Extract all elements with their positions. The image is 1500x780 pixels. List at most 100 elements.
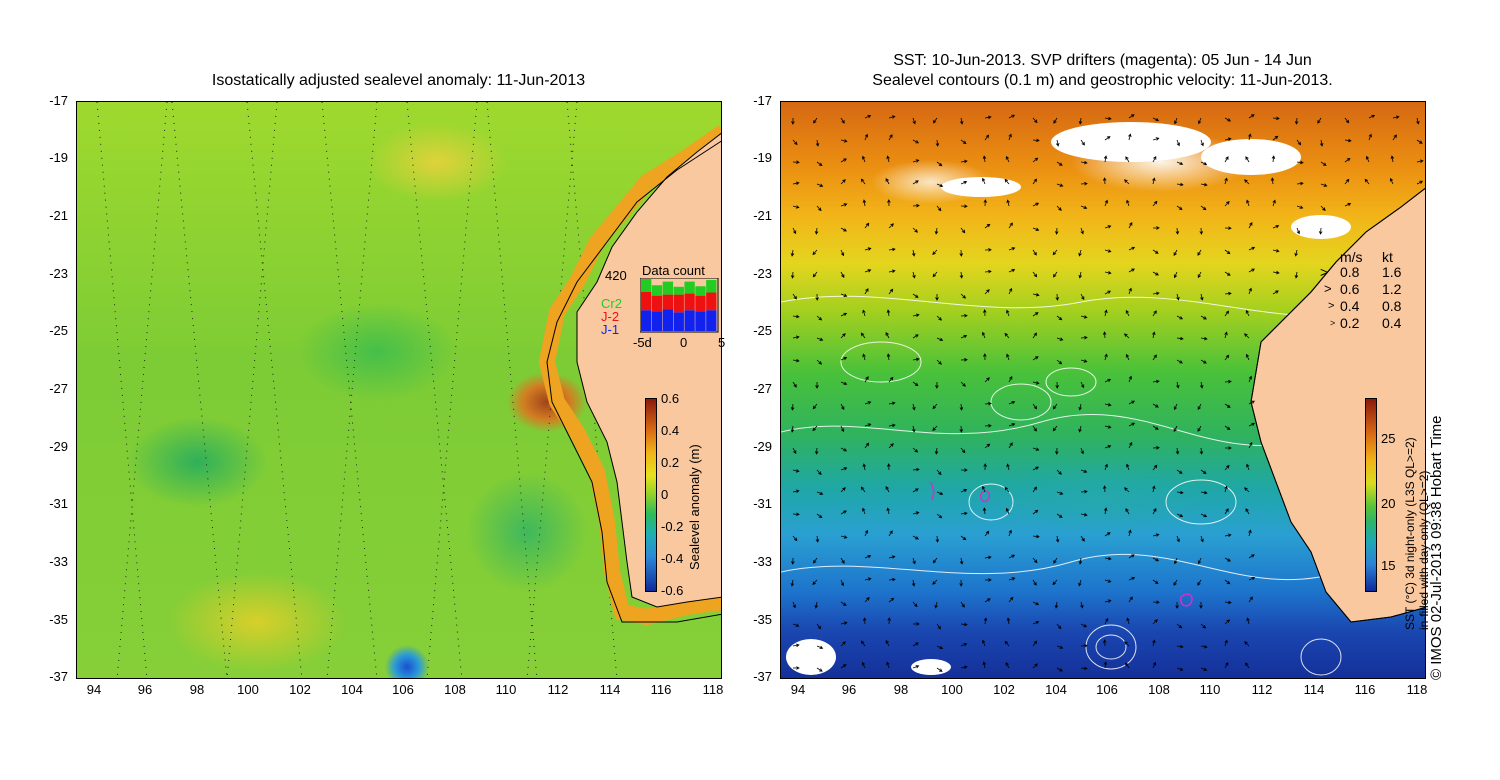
sealevel-colorbar: [645, 398, 657, 592]
velocity-arrow: [1365, 155, 1370, 163]
velocity-arrow: [792, 623, 800, 627]
velocity-arrow: [1200, 667, 1208, 671]
velocity-arrow: [1173, 425, 1178, 433]
velocity-arrow: [1197, 117, 1202, 125]
velocity-arrow: [1152, 557, 1160, 562]
velocity-arrow: [862, 309, 866, 317]
velocity-arrow: [1004, 332, 1010, 339]
velocity-arrow: [840, 425, 845, 433]
sealevel-anomaly-map: [76, 101, 722, 679]
land-australia: [576, 132, 721, 608]
velocity-arrow: [1248, 246, 1256, 251]
velocity-arrow: [790, 403, 795, 411]
velocity-arrow: [935, 293, 939, 301]
velocity-arrow: [1224, 533, 1232, 538]
right-map-title-line1: SST: 10-Jun-2013. SVP drifters (magenta)…: [893, 52, 1312, 69]
data-count-bar-cr2: [684, 281, 695, 294]
velocity-arrow: [888, 288, 894, 295]
velocity-arrow: [1056, 359, 1063, 365]
velocity-arrow: [1054, 601, 1059, 609]
left-x-tick: 96: [137, 682, 153, 697]
left-y-tick: -33: [49, 554, 68, 569]
velocity-arrow: [840, 664, 847, 669]
velocity-arrow-icon: >: [1330, 318, 1336, 328]
velocity-arrow: [1344, 178, 1350, 185]
data-count-frame: [640, 278, 719, 333]
velocity-arrow-icon: >: [1324, 281, 1332, 296]
velocity-arrow: [1055, 447, 1059, 455]
velocity-legend-kt: 0.4: [1382, 315, 1402, 331]
velocity-arrow: [960, 139, 967, 145]
velocity-arrow: [814, 601, 819, 609]
velocity-arrow: [1173, 271, 1178, 279]
velocity-legend-ms: 0.4: [1340, 298, 1360, 314]
velocity-arrow: [840, 179, 846, 185]
data-count-bar-j1: [651, 311, 663, 331]
velocity-arrow: [1245, 156, 1250, 163]
velocity-arrow: [912, 511, 920, 515]
velocity-arrow: [960, 535, 967, 541]
velocity-arrow: [1104, 378, 1112, 383]
velocity-arrow: [1296, 160, 1304, 165]
velocity-arrow: [792, 358, 800, 363]
velocity-arrow: [983, 463, 987, 471]
velocity-arrow: [1008, 247, 1016, 251]
data-count-bar-j2: [684, 293, 695, 311]
velocity-arrow: [1052, 579, 1058, 586]
velocity-arrow: [1125, 156, 1130, 163]
velocity-arrow: [1104, 199, 1108, 207]
velocity-arrow: [1176, 315, 1184, 320]
velocity-arrow: [932, 557, 938, 564]
velocity-arrow: [1197, 425, 1202, 432]
velocity-arrow: [888, 423, 896, 428]
velocity-arrow: [912, 488, 919, 493]
velocity-arrow: [860, 178, 866, 185]
velocity-arrow: [959, 271, 964, 279]
velocity-arrow: [886, 353, 891, 361]
velocity-arrow: [1224, 117, 1231, 122]
velocity-arrow: [862, 353, 866, 361]
velocity-arrow: [792, 469, 800, 473]
velocity-arrow: [1272, 249, 1280, 253]
velocity-arrow: [1008, 222, 1013, 229]
velocity-arrow: [984, 248, 992, 252]
left-y-tick: -25: [49, 323, 68, 338]
velocity-arrow: [815, 139, 820, 147]
velocity-arrow: [1368, 133, 1372, 141]
velocity-arrow: [960, 488, 968, 493]
velocity-arrow: [1078, 271, 1083, 279]
velocity-arrow: [887, 617, 891, 625]
velocity-arrow: [1200, 336, 1208, 341]
left-x-tick: 118: [702, 682, 724, 697]
velocity-arrow: [1390, 155, 1395, 163]
velocity-arrow: [790, 271, 795, 279]
velocity-arrow: [1032, 509, 1039, 515]
data-count-bar-cr2: [695, 286, 706, 296]
sst-colorbar-tick: 20: [1381, 496, 1396, 511]
velocity-arrow: [792, 314, 800, 319]
velocity-arrow: [932, 271, 938, 278]
left-y-tick: -23: [49, 266, 68, 281]
velocity-arrow: [982, 155, 987, 163]
data-count-bar-j1: [684, 310, 695, 331]
velocity-arrow: [1224, 249, 1231, 255]
left-x-tick: 94: [86, 682, 102, 697]
velocity-arrow: [1032, 601, 1040, 606]
data-count-bar-j2: [673, 294, 684, 313]
velocity-arrow: [1175, 447, 1180, 455]
right-x-tick: 116: [1354, 682, 1376, 697]
velocity-arrow: [1080, 601, 1084, 609]
velocity-arrow: [812, 249, 818, 256]
velocity-arrow: [1032, 312, 1039, 317]
velocity-arrow: [1056, 337, 1064, 341]
velocity-arrow: [932, 403, 938, 410]
velocity-arrow: [934, 601, 938, 609]
velocity-arrow: [1197, 557, 1202, 565]
sealevel-colorbar-tick: -0.2: [661, 519, 684, 534]
velocity-arrow: [1078, 425, 1082, 433]
velocity-arrow: [1032, 557, 1038, 564]
data-count-bar-j1: [673, 312, 684, 331]
velocity-arrow: [791, 117, 795, 125]
sst-map: [780, 101, 1426, 679]
velocity-arrow: [1032, 381, 1040, 385]
